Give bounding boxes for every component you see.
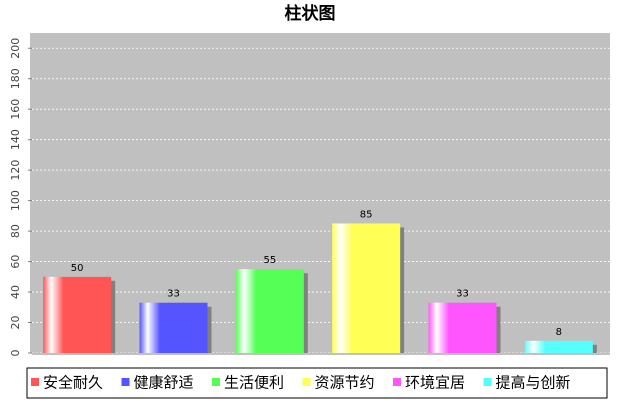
legend-marker xyxy=(121,378,130,386)
legend-label: 资源节约 xyxy=(315,374,375,392)
data-label: 50 xyxy=(71,263,84,274)
bar xyxy=(235,269,304,353)
legend-label: 生活便利 xyxy=(224,374,284,392)
y-tick-label: 160 xyxy=(9,99,22,120)
bar xyxy=(43,276,112,353)
data-label: 8 xyxy=(556,327,562,338)
y-tick-label: 20 xyxy=(9,316,22,330)
y-tick-label: 140 xyxy=(9,129,22,150)
plot-area xyxy=(32,33,610,353)
legend-marker xyxy=(302,378,311,386)
y-tick-label: 80 xyxy=(9,224,22,238)
data-label: 33 xyxy=(167,289,180,300)
legend-label: 健康舒适 xyxy=(134,374,194,392)
chart-title: 柱状图 xyxy=(285,3,336,24)
bar xyxy=(524,340,593,353)
bar xyxy=(332,223,401,353)
y-tick-label: 180 xyxy=(9,68,22,89)
legend-label: 环境宜居 xyxy=(405,374,465,392)
y-tick-label: 0 xyxy=(9,350,22,357)
legend-marker xyxy=(212,378,220,386)
legend-label: 提高与创新 xyxy=(496,374,571,392)
bar xyxy=(139,302,208,353)
data-label: 55 xyxy=(263,255,276,266)
legend-label: 安全耐久 xyxy=(43,374,103,392)
y-tick-label: 40 xyxy=(9,285,22,299)
data-label: 85 xyxy=(360,209,373,220)
legend-marker xyxy=(31,378,39,386)
y-tick-label: 200 xyxy=(9,38,22,59)
legend-marker xyxy=(393,378,401,386)
legend-marker xyxy=(483,378,492,386)
y-tick-label: 100 xyxy=(9,190,22,211)
y-tick-label: 60 xyxy=(9,255,22,269)
y-tick-label: 120 xyxy=(9,160,22,181)
data-label: 33 xyxy=(456,289,469,300)
bar xyxy=(428,302,497,353)
